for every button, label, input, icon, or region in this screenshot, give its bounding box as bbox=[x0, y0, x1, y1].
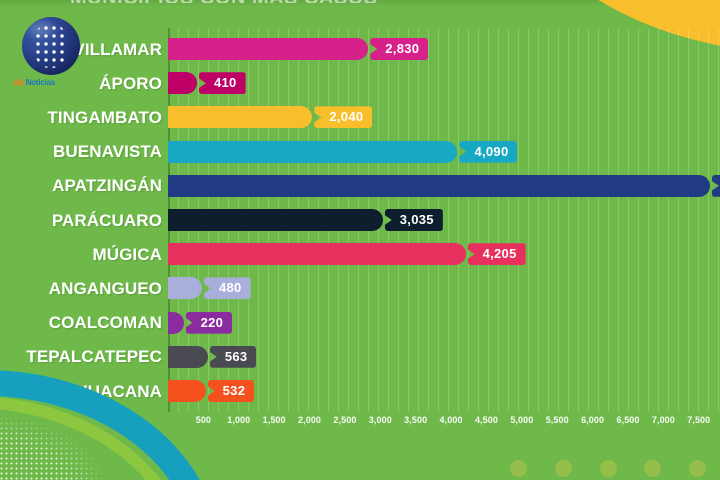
category-label: PARÁCUARO bbox=[51, 210, 162, 230]
bar-track: 2,830 bbox=[168, 36, 720, 62]
bar bbox=[168, 380, 206, 402]
bar-value-label: 563 bbox=[209, 345, 257, 368]
x-tick-label: 500 bbox=[195, 415, 212, 425]
x-tick-label: 5,500 bbox=[545, 415, 569, 425]
x-tick-label: 2,000 bbox=[298, 415, 322, 425]
bar-rows: VILLAMAR 2,830 ÁPORO 410 TINGAMBATO 2,040 BUEN… bbox=[0, 28, 720, 412]
dot bbox=[599, 459, 617, 477]
category-label: BUENAVISTA bbox=[53, 142, 162, 162]
bar bbox=[168, 174, 710, 197]
bar-chart: VILLAMAR 2,830 ÁPORO 410 TINGAMBATO 2,040 BUEN… bbox=[0, 28, 720, 412]
bar-row: BUENAVISTA 4,090 bbox=[0, 139, 720, 165]
globe-highlight bbox=[28, 21, 54, 37]
bar-row: LA HUACANA 532 bbox=[0, 378, 720, 404]
headline-text: MUNICIPIOS CON MAS CASOS bbox=[70, 0, 540, 3]
bar-track: 3,035 bbox=[168, 207, 720, 233]
bar-row: TEPALCATEPEC 563 bbox=[0, 344, 720, 370]
bar-value-label: 2,040 bbox=[314, 106, 373, 129]
x-tick-label: 7,500 bbox=[687, 415, 711, 425]
dot bbox=[554, 459, 572, 477]
cut-off-headline: MUNICIPIOS CON MAS CASOS bbox=[70, 0, 540, 3]
bar-value-label: 480 bbox=[203, 277, 251, 300]
bar-track: 4,205 bbox=[168, 241, 720, 267]
x-tick-label: 7,000 bbox=[651, 415, 675, 425]
bar bbox=[168, 345, 208, 368]
bar-value-label: 2,830 bbox=[370, 38, 429, 60]
globe-dot-grid bbox=[34, 24, 67, 68]
bar-value-label: 7,655 bbox=[711, 174, 720, 197]
bar-track: 7,655 bbox=[168, 173, 720, 199]
bar-row: PARÁCUARO 3,035 bbox=[0, 207, 720, 233]
bar-row: TINGAMBATO 2,040 bbox=[0, 104, 720, 130]
bar-track: 220 bbox=[168, 310, 720, 336]
x-tick-label: 1,500 bbox=[262, 415, 286, 425]
category-label: APATZINGÁN bbox=[52, 176, 162, 196]
x-tick-label: 6,000 bbox=[581, 415, 605, 425]
bar-row: APATZINGÁN 7,655 bbox=[0, 173, 720, 199]
bar-track: 410 bbox=[168, 70, 720, 96]
x-tick-label: 4,000 bbox=[439, 415, 463, 425]
bar bbox=[168, 72, 197, 95]
x-tick-label: 3,500 bbox=[404, 415, 428, 425]
bar bbox=[168, 311, 184, 334]
bar-row: ÁPORO 410 bbox=[0, 70, 720, 96]
category-label: TINGAMBATO bbox=[47, 107, 162, 127]
globe-logo-icon bbox=[22, 17, 80, 75]
bar-row: MÚGICA 4,205 bbox=[0, 241, 720, 267]
bar-track: 563 bbox=[168, 344, 720, 370]
category-label: TEPALCATEPEC bbox=[26, 347, 162, 367]
x-tick-label: 2,500 bbox=[333, 415, 357, 425]
dot bbox=[689, 459, 706, 477]
x-tick-label: 5,000 bbox=[510, 415, 534, 425]
bar-value-label: 220 bbox=[185, 311, 233, 334]
bar bbox=[168, 243, 466, 266]
x-tick-label: 6,500 bbox=[616, 415, 640, 425]
bar-row: ANGANGUEO 480 bbox=[0, 275, 720, 301]
bar bbox=[168, 209, 383, 231]
bar bbox=[168, 38, 369, 60]
logo-text-primary: IM bbox=[14, 77, 24, 88]
brand-logo: IM Noticias bbox=[14, 17, 88, 88]
category-label: LA HUACANA bbox=[48, 381, 162, 401]
logo-text-secondary: Noticias bbox=[25, 78, 56, 87]
bar bbox=[168, 277, 202, 300]
bar-track: 4,090 bbox=[168, 139, 720, 165]
bar-track: 2,040 bbox=[168, 104, 720, 130]
dot bbox=[644, 459, 662, 477]
category-label: MÚGICA bbox=[92, 244, 162, 264]
category-label: VILLAMAR bbox=[73, 39, 162, 59]
bar-value-label: 532 bbox=[207, 380, 255, 402]
bar-value-label: 3,035 bbox=[384, 209, 443, 231]
x-tick-label: 3,000 bbox=[368, 415, 392, 425]
category-label: COALCOMAN bbox=[48, 313, 162, 333]
bottom-right-dots bbox=[510, 458, 706, 478]
bar-row: COALCOMAN 220 bbox=[0, 310, 720, 336]
bar-track: 532 bbox=[168, 378, 720, 404]
bar-value-label: 4,090 bbox=[459, 140, 518, 163]
x-tick-label: 1,000 bbox=[227, 415, 251, 425]
logo-wordmark: IM Noticias bbox=[14, 77, 88, 88]
bar-value-label: 4,205 bbox=[467, 243, 526, 266]
category-label: ANGANGUEO bbox=[48, 278, 162, 298]
category-label: ÁPORO bbox=[99, 73, 162, 93]
top-edge-strip bbox=[0, 0, 720, 7]
bar-row: VILLAMAR 2,830 bbox=[0, 36, 720, 62]
bar bbox=[168, 106, 313, 129]
x-axis-ticks: 500 1,000 1,500 2,000 2,500 3,000 3,500 4,000 4,… bbox=[168, 415, 720, 435]
x-tick-label: 4,500 bbox=[474, 415, 498, 425]
bottom-left-halftone-dots bbox=[0, 416, 104, 480]
bar-track: 480 bbox=[168, 275, 720, 301]
dot bbox=[510, 459, 527, 477]
bar-value-label: 410 bbox=[199, 72, 246, 95]
bar bbox=[168, 140, 458, 163]
